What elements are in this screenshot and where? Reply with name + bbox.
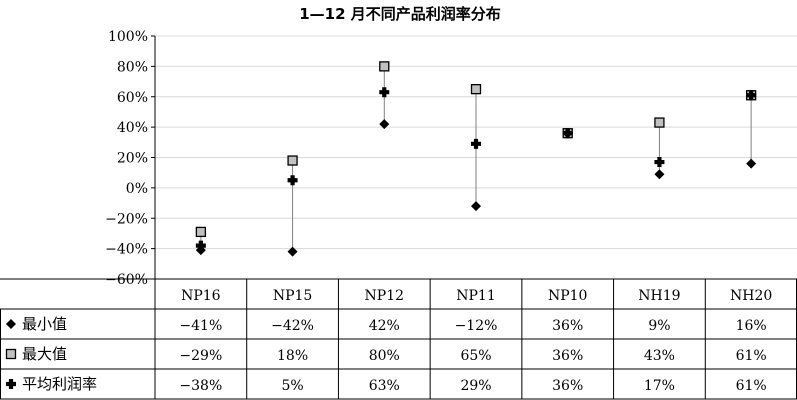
table-cell: 16%	[736, 318, 767, 334]
chart-title: 1—12 月不同产品利润率分布	[299, 5, 501, 23]
table-cell: 9%	[648, 318, 670, 334]
y-tick-label: 80%	[117, 59, 148, 75]
max-marker	[470, 84, 482, 95]
table-cell: 36%	[552, 348, 583, 364]
y-tick-label: −40%	[105, 242, 148, 258]
max-marker	[195, 226, 207, 238]
table-cell: 17%	[644, 378, 675, 394]
table-cell: 36%	[552, 318, 583, 334]
table-cell: −41%	[179, 318, 222, 334]
y-tick-label: 100%	[108, 29, 148, 45]
avg-marker	[195, 240, 206, 251]
legend-key-max	[5, 348, 17, 360]
table-cell: 42%	[369, 318, 400, 334]
avg-marker	[746, 90, 757, 101]
legend-key-min	[6, 319, 16, 329]
table-cell: 63%	[369, 378, 400, 394]
y-tick-label: −60%	[105, 272, 148, 288]
data-markers	[195, 61, 757, 257]
y-tick-label: 0%	[126, 181, 148, 197]
category-label: NH20	[730, 288, 772, 304]
table-cell: −12%	[455, 318, 498, 334]
min-marker	[654, 169, 665, 180]
table-cell: −38%	[179, 378, 222, 394]
y-axis: −60% −40% −20% 0% 20% 40% 60% 80% 100%	[105, 29, 156, 288]
category-label: NP12	[365, 288, 404, 304]
data-table: NP16 NP15 NP12 NP11 NP10 NH19 NH20 最小值 −41% −42% 4…	[0, 278, 797, 400]
table-cell: 5%	[281, 378, 303, 394]
avg-marker	[654, 157, 665, 168]
table-cell: −42%	[271, 318, 314, 334]
avg-marker	[379, 87, 390, 98]
y-tick-label: −20%	[105, 211, 148, 227]
y-tick-label: 40%	[117, 120, 148, 136]
category-label: NP10	[548, 288, 587, 304]
series-label: 最小值	[22, 315, 67, 333]
min-marker	[379, 119, 390, 130]
legend-key-avg	[6, 379, 16, 389]
max-marker	[654, 117, 665, 128]
category-label: NP16	[181, 288, 221, 304]
y-tick-label: 20%	[117, 151, 148, 167]
min-marker	[746, 158, 757, 169]
table-cell: −29%	[179, 348, 222, 364]
category-label: NP15	[273, 288, 312, 304]
table-cell: 65%	[460, 348, 491, 364]
min-marker	[471, 201, 481, 212]
category-label: NP11	[456, 288, 495, 304]
avg-marker	[562, 128, 573, 139]
series-label: 平均利润率	[22, 375, 97, 393]
table-cell: 18%	[277, 348, 308, 364]
avg-marker	[287, 175, 298, 186]
table-cell: 61%	[736, 348, 767, 364]
table-cell: 80%	[369, 348, 400, 364]
max-marker	[287, 155, 298, 166]
table-cell: 43%	[644, 348, 675, 364]
min-marker	[287, 246, 298, 257]
max-marker	[379, 61, 390, 72]
y-tick-label: 60%	[117, 90, 148, 106]
table-cell: 29%	[460, 378, 491, 394]
category-label: NH19	[638, 288, 680, 304]
avg-marker	[471, 138, 481, 149]
table-cell: 61%	[736, 378, 767, 394]
table-cell: 36%	[552, 378, 583, 394]
series-label: 最大值	[22, 345, 67, 363]
